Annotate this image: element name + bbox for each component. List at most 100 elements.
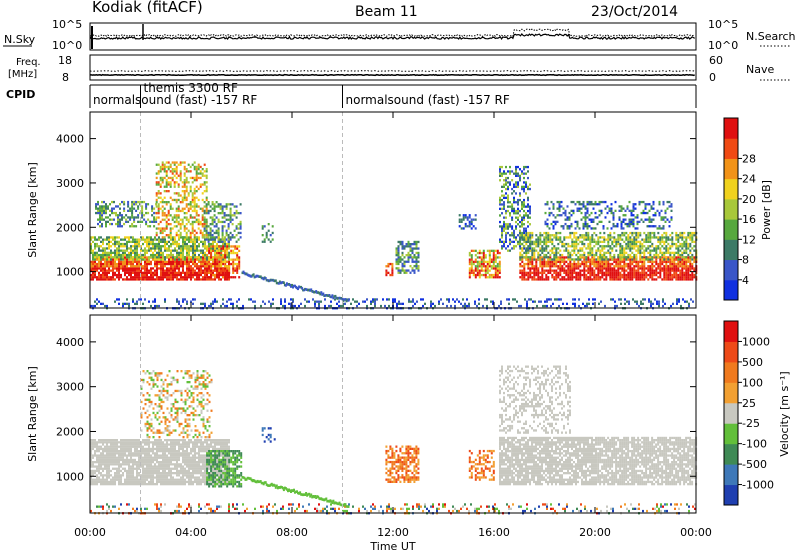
echo-cell: [124, 259, 126, 261]
echo-cell: [541, 263, 543, 265]
echo-cell: [469, 270, 471, 272]
echo-cell: [585, 212, 587, 214]
echo-cell: [176, 221, 178, 223]
echo-cell: [559, 254, 561, 256]
echo-cell: [188, 192, 190, 194]
echo-cell: [687, 254, 689, 256]
echo-cell: [190, 241, 192, 243]
echo-cell: [158, 203, 160, 205]
echo-cell: [526, 303, 528, 305]
echo-cell: [110, 254, 112, 256]
echo-cell: [400, 272, 402, 274]
echo-cell: [597, 265, 599, 267]
echo-cell: [636, 303, 638, 305]
echo-cell: [156, 272, 158, 274]
echo-cell: [182, 263, 184, 265]
echo-cell: [156, 212, 158, 214]
echo-cell: [154, 265, 156, 267]
echo-cell: [585, 208, 587, 210]
echo-cell: [635, 272, 637, 274]
echo-cell: [128, 258, 130, 260]
echo-cell: [507, 199, 509, 201]
echo-cell: [304, 298, 306, 300]
echo-cell: [230, 298, 232, 300]
echo-cell: [619, 219, 621, 221]
echo-cell: [196, 177, 198, 179]
echo-cell: [194, 199, 196, 201]
echo-cell: [180, 259, 182, 261]
echo-cell: [555, 270, 557, 272]
echo-cell: [210, 305, 212, 307]
echo-cell: [623, 272, 625, 274]
echo-cell: [364, 301, 366, 303]
echo-cell: [479, 274, 481, 276]
echo-cell: [134, 250, 136, 252]
echo-cell: [687, 232, 689, 234]
echo-cell: [146, 256, 148, 258]
echo-cell: [595, 216, 597, 218]
echo-cell: [615, 201, 617, 203]
echo-cell: [691, 265, 693, 267]
echo-cell: [508, 303, 510, 305]
echo-cell: [466, 305, 468, 307]
echo-cell: [601, 265, 603, 267]
echo-cell: [218, 261, 220, 263]
echo-cell: [641, 272, 643, 274]
echo-cell: [511, 203, 513, 205]
echo-cell: [234, 214, 236, 216]
echo-cell: [166, 274, 168, 276]
echo-cell: [675, 259, 677, 261]
echo-cell: [202, 172, 204, 174]
echo-cell: [509, 241, 511, 243]
echo-cell: [633, 274, 635, 276]
echo-cell: [636, 301, 638, 303]
echo-cell: [595, 263, 597, 265]
echo-cell: [124, 267, 126, 269]
echo-cell: [615, 265, 617, 267]
echo-cell: [599, 245, 601, 247]
echo-cell: [601, 258, 603, 260]
echo-cell: [206, 175, 208, 177]
echo-cell: [517, 219, 519, 221]
echo-cell: [160, 179, 162, 181]
echo-cell: [118, 270, 120, 272]
echo-cell: [180, 256, 182, 258]
echo-cell: [154, 243, 156, 245]
echo-cell: [218, 274, 220, 276]
echo-cell: [182, 258, 184, 260]
echo-cell: [198, 261, 200, 263]
echo-cell: [182, 301, 184, 303]
echo-cell: [691, 254, 693, 256]
echo-cell: [531, 243, 533, 245]
echo-cell: [396, 267, 398, 269]
echo-cell: [170, 223, 172, 225]
echo-cell: [408, 256, 410, 258]
echo-cell: [158, 208, 160, 210]
echo-cell: [635, 216, 637, 218]
echo-cell: [146, 267, 148, 269]
echo-cell: [136, 250, 138, 252]
echo-cell: [679, 261, 681, 263]
echo-cell: [589, 225, 591, 227]
echo-cell: [551, 270, 553, 272]
echo-cell: [98, 254, 100, 256]
echo-cell: [521, 259, 523, 261]
echo-cell: [170, 252, 172, 254]
echo-cell: [499, 252, 501, 254]
noise-tick-right-high: 10^5: [708, 18, 738, 31]
echo-cell: [200, 261, 202, 263]
echo-cell: [671, 243, 673, 245]
echo-cell: [222, 261, 224, 263]
echo-cell: [611, 270, 613, 272]
echo-cell: [160, 170, 162, 172]
echo-cell: [557, 274, 559, 276]
echo-cell: [408, 241, 410, 243]
echo-cell: [499, 261, 501, 263]
echo-cell: [118, 272, 120, 274]
echo-cell: [652, 303, 654, 305]
echo-cell: [210, 278, 212, 280]
echo-cell: [174, 243, 176, 245]
echo-cell: [629, 250, 631, 252]
echo-cell: [617, 239, 619, 241]
echo-cell: [214, 241, 216, 243]
